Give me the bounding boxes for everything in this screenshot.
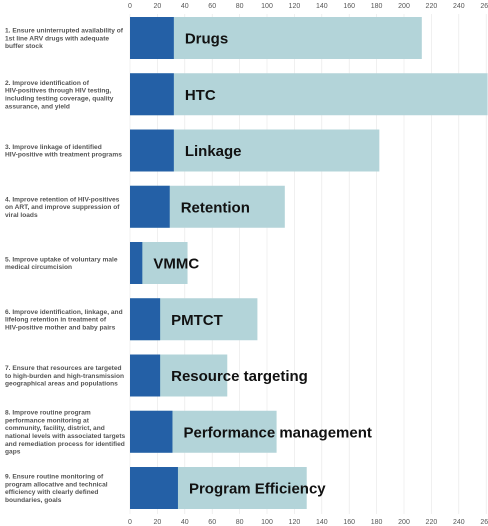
goal-label-line: 9. Ensure routine monitoring of: [5, 474, 104, 481]
goal-label-line: program allocative and technical: [5, 481, 108, 488]
x-tick-label: 0: [128, 519, 132, 526]
goal-label-line: medical circumcision: [5, 264, 72, 271]
goal-label-line: efficiency with clearly defined: [5, 489, 98, 496]
x-tick-label: 60: [208, 519, 216, 526]
goal-label-line: boundaries, goals: [5, 497, 62, 504]
goal-label-line: HIV-positive mother and baby pairs: [5, 324, 116, 331]
bar-segment-dark: [130, 298, 161, 341]
bar-segment-dark: [130, 410, 173, 453]
x-tick-label: 200: [398, 519, 410, 526]
goal-label-line: viral loads: [5, 212, 38, 219]
goal-label: 3. Improve linkage of identified HIV-posi…: [5, 144, 122, 159]
goal-label-line: assurance, and yield: [5, 103, 70, 110]
goal-label: 8. Improve routine program performance mo…: [5, 410, 126, 456]
bars: [130, 17, 488, 509]
goal-label-line: 2. Improve identification of: [5, 80, 90, 87]
category-label: Resource targeting: [171, 368, 308, 385]
goal-label: 5. Improve uptake of voluntary male medic…: [5, 256, 118, 271]
goal-label-line: HIV-positives through HIV testing,: [5, 88, 111, 95]
bar-segment-dark: [130, 242, 143, 284]
x-tick-label: 140: [316, 519, 328, 526]
x-tick-label: 20: [154, 3, 162, 10]
bar-total: [130, 17, 422, 59]
x-axis-bottom: 0 20 40 60 80 100 120 140 160 180 200 220 240 260: [128, 519, 488, 526]
goal-label-line: buffer stock: [5, 43, 43, 50]
x-tick-label: 180: [371, 519, 383, 526]
x-tick-label: 200: [398, 3, 410, 10]
goal-label-line: 4. Improve retention of HIV-positives: [5, 196, 120, 203]
goal-label-line: to high-burden and high-transmission: [5, 373, 124, 380]
goal-label-line: lifelong retention in treatment of: [5, 317, 107, 324]
goal-label-line: 6. Improve identification, linkage, and: [5, 309, 123, 316]
goal-label-line: national levels with associated targets: [5, 433, 126, 440]
x-tick-label: 120: [289, 519, 301, 526]
x-tick-label: 260: [480, 519, 488, 526]
goal-label-line: on ART, and improve suppression of: [5, 204, 120, 211]
goal-label-line: 8. Improve routine program: [5, 410, 91, 417]
x-tick-label: 80: [236, 3, 244, 10]
goal-label: 2. Improve identification of HIV-positive…: [5, 80, 114, 110]
goal-label: 7. Ensure that resources are targeted to …: [5, 365, 124, 388]
goal-label-line: HIV-positive with treatment programs: [5, 152, 122, 159]
goal-label-line: 5. Improve uptake of voluntary male: [5, 256, 118, 263]
x-tick-label: 240: [453, 3, 465, 10]
x-tick-label: 100: [261, 3, 273, 10]
x-tick-label: 160: [343, 3, 355, 10]
x-tick-label: 260: [480, 3, 488, 10]
bar-segment-dark: [130, 129, 174, 172]
x-tick-label: 40: [181, 3, 189, 10]
goal-label-line: community, facility, district, and: [5, 425, 105, 432]
category-label: PMTCT: [171, 312, 223, 329]
goal-label-line: performance monitoring at: [5, 417, 90, 424]
x-tick-label: 20: [154, 519, 162, 526]
category-label: Program Efficiency: [189, 481, 326, 498]
x-tick-label: 220: [426, 3, 438, 10]
category-labels: Drugs HTC Linkage Retention VMMC PMTCT Resourc…: [153, 31, 372, 498]
bar-segment-dark: [130, 354, 161, 397]
goal-label-line: including testing coverage, quality: [5, 95, 114, 102]
category-label: VMMC: [153, 256, 199, 273]
x-axis-top: 0 20 40 60 80 100 120 140 160 180 200 220 240 260: [128, 3, 488, 10]
goal-labels: 1. Ensure uninterrupted availability of 1…: [5, 28, 126, 505]
goal-label-line: and remediation process for identified: [5, 441, 125, 448]
bar-total: [130, 73, 488, 116]
x-tick-label: 0: [128, 3, 132, 10]
category-label: Performance management: [183, 424, 371, 441]
goal-label-line: 1st line ARV drugs with adequate: [5, 35, 109, 42]
goal-label-line: 3. Improve linkage of identified: [5, 144, 102, 151]
bar-segment-dark: [130, 17, 174, 59]
goal-label-line: 1. Ensure uninterrupted availability of: [5, 28, 124, 35]
bar-segment-dark: [130, 467, 178, 509]
x-tick-label: 160: [343, 519, 355, 526]
x-tick-label: 100: [261, 519, 273, 526]
goal-label-line: geographical areas and populations: [5, 381, 118, 388]
goal-label-line: gaps: [5, 449, 21, 456]
goal-label: 9. Ensure routine monitoring of program a…: [5, 474, 108, 504]
x-tick-label: 120: [289, 3, 301, 10]
bar-segment-dark: [130, 73, 174, 116]
category-label: Retention: [181, 199, 250, 216]
goal-label: 4. Improve retention of HIV-positives on …: [5, 196, 120, 219]
x-tick-label: 40: [181, 519, 189, 526]
x-tick-label: 220: [426, 519, 438, 526]
goal-label: 6. Improve identification, linkage, and l…: [5, 309, 123, 332]
category-label: HTC: [185, 87, 216, 104]
x-tick-label: 240: [453, 519, 465, 526]
x-tick-label: 140: [316, 3, 328, 10]
category-label: Linkage: [185, 143, 242, 160]
x-tick-label: 80: [236, 519, 244, 526]
goal-label: 1. Ensure uninterrupted availability of 1…: [5, 28, 124, 51]
bar-segment-dark: [130, 185, 170, 228]
x-tick-label: 180: [371, 3, 383, 10]
category-label: Drugs: [185, 31, 228, 48]
goal-label-line: 7. Ensure that resources are targeted: [5, 365, 122, 372]
x-tick-label: 60: [208, 3, 216, 10]
